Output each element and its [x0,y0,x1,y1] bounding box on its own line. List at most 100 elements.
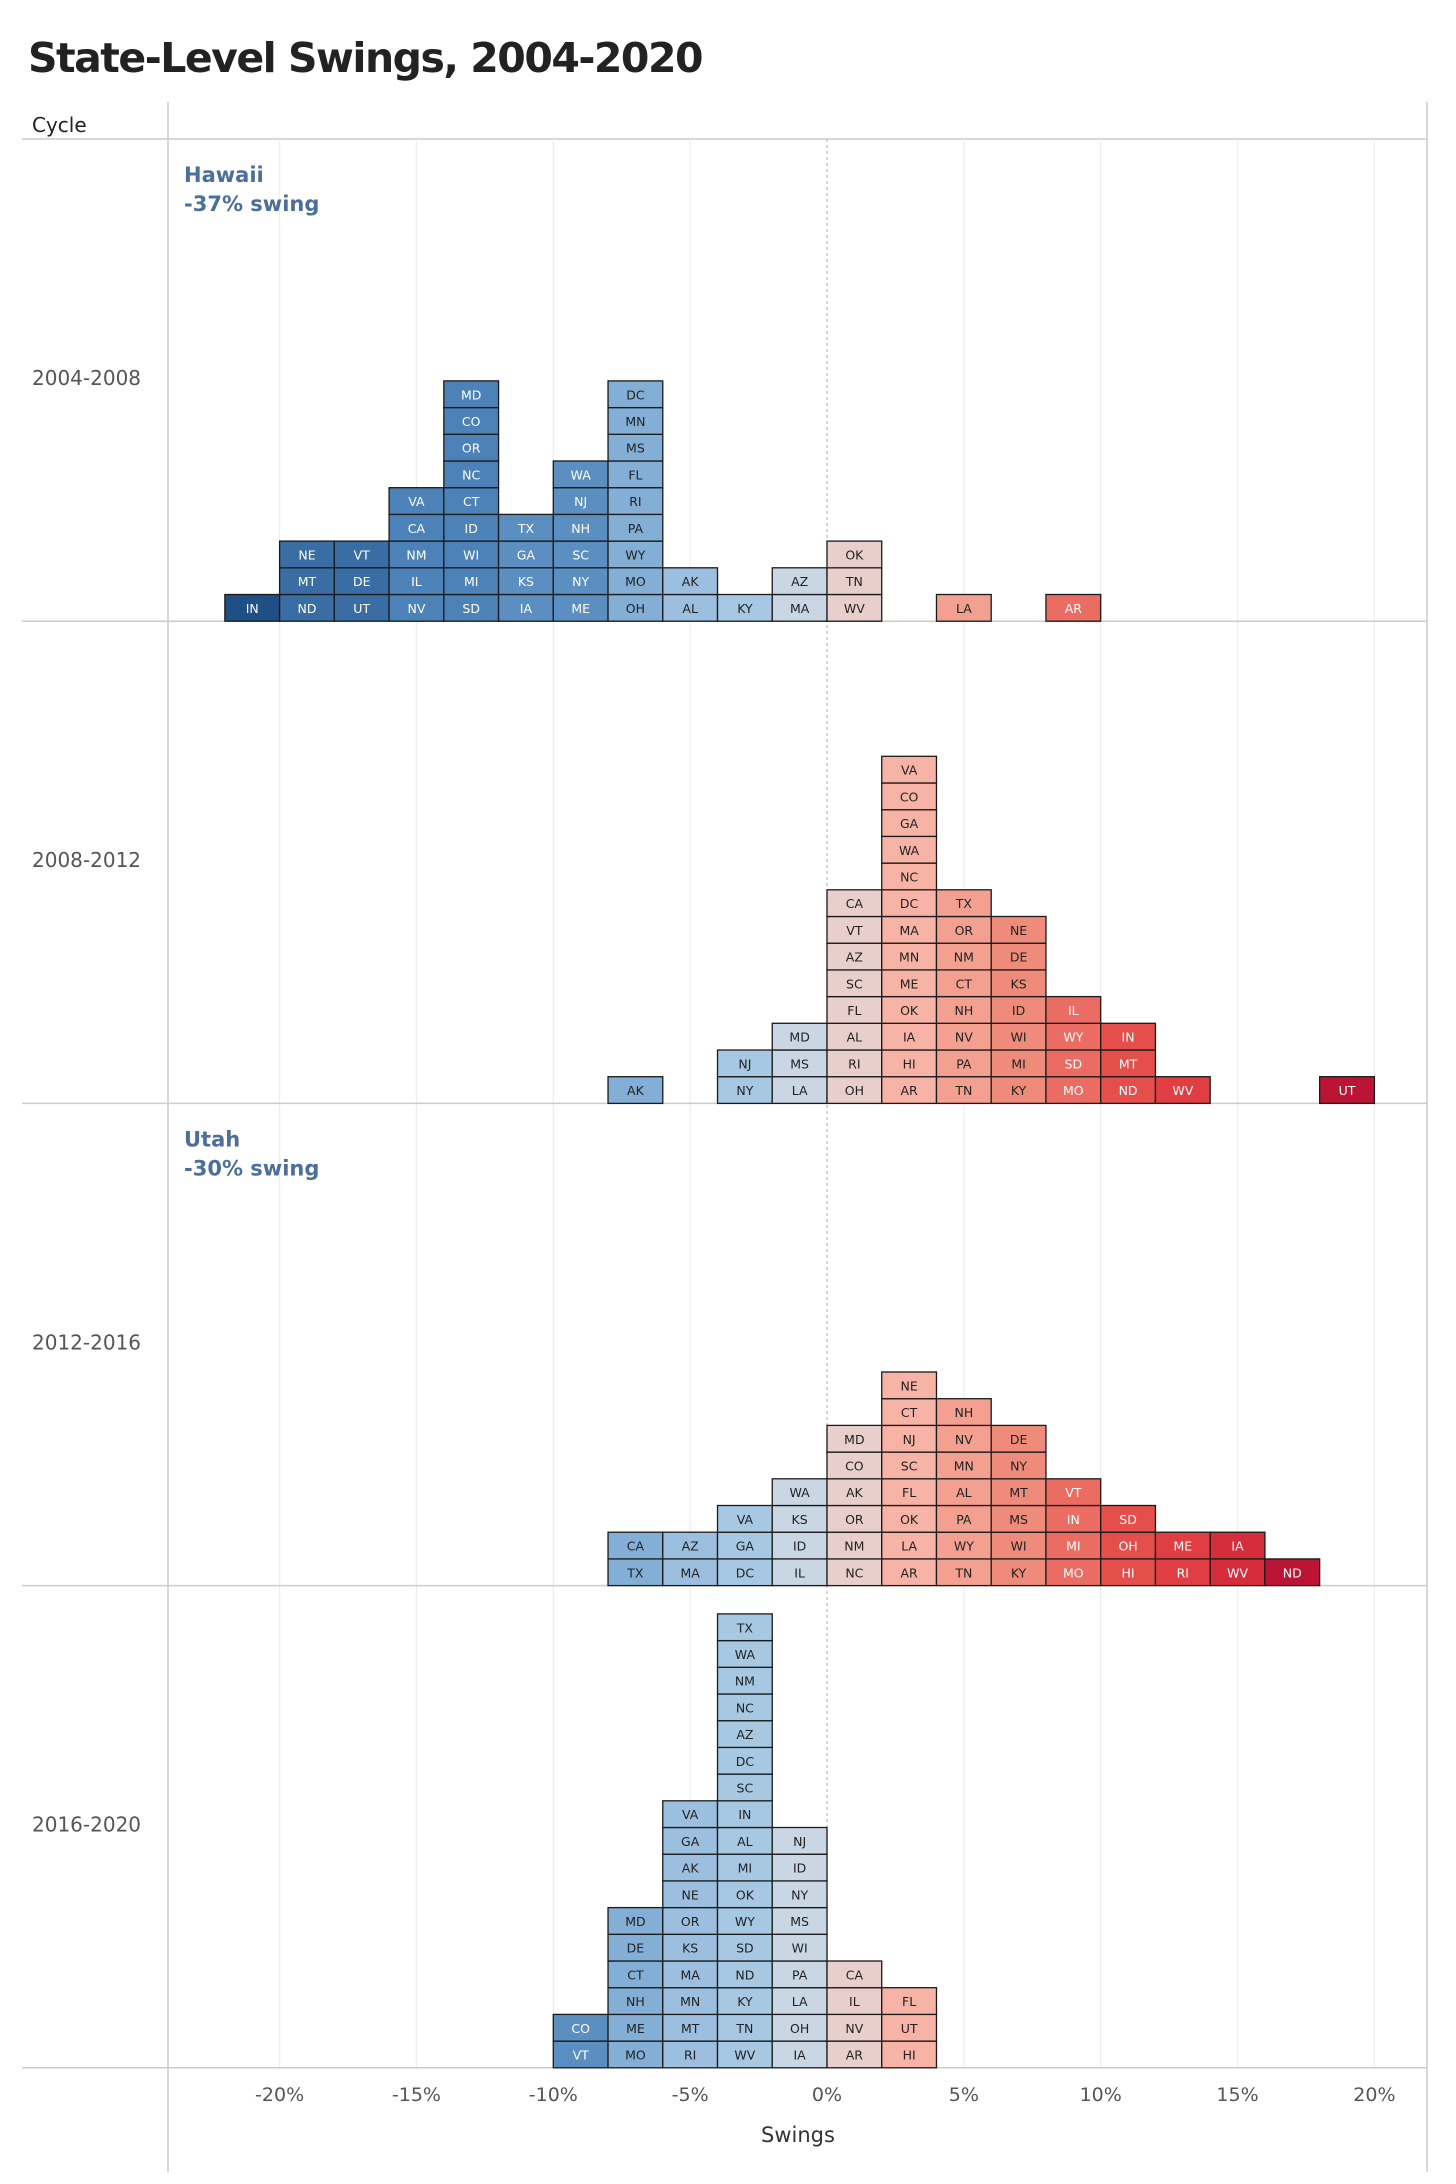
state-cell-pa [935,1504,992,1533]
state-cell-de [990,942,1047,971]
state-cell-ar [1045,593,1102,622]
state-cell-il [1045,995,1102,1024]
state-cell-va [881,755,938,784]
state-label: MO [1063,1565,1084,1580]
state-label: NJ [793,1834,806,1849]
state-label: MO [625,574,646,589]
state-label: RI [848,1056,860,1071]
state-label: MA [899,923,919,938]
state-cell-wi [443,540,500,569]
state-label: NM [735,1674,755,1689]
state-cell-ny [716,1076,773,1105]
state-cell-ok [716,1880,773,1909]
state-label: NY [791,1887,808,1902]
state-label: WV [734,2047,755,2062]
state-label: NV [955,1432,973,1447]
state-label: SC [572,547,589,562]
state-cell-oh [607,593,664,622]
state-label: TN [735,2021,753,2036]
state-label: AK [627,1083,645,1098]
state-label: MT [681,2021,700,2036]
state-cell-oh [1100,1531,1157,1560]
state-label: NJ [574,494,587,509]
state-label: SC [846,976,863,991]
state-cell-nh [935,1398,992,1427]
state-cell-nj [552,487,609,516]
state-label: OR [681,1914,700,1929]
state-label: IA [1231,1539,1244,1554]
state-cell-dc [716,1746,773,1775]
state-label: MA [680,1565,700,1580]
state-label: DE [353,574,371,589]
state-cell-az [826,942,883,971]
state-label: AL [847,1030,863,1045]
state-label: NH [626,1994,645,2009]
state-label: MN [899,950,919,965]
state-cell-ny [990,1451,1047,1480]
state-label: TN [845,574,863,589]
state-cell-nv [388,593,445,622]
state-label: WA [571,467,592,482]
state-label: OH [626,601,645,616]
outlier-swing-label: -37% swing [184,192,319,216]
state-label: NY [1010,1458,1027,1473]
state-cell-ma [881,915,938,944]
x-tick-label: 0% [812,2084,842,2106]
state-label: VA [408,494,425,509]
state-cell-la [771,1987,828,2016]
state-label: MO [625,2047,646,2062]
state-cell-nc [716,1693,773,1722]
state-label: AZ [791,574,808,589]
state-label: NH [954,1003,973,1018]
state-label: SD [1065,1056,1083,1071]
state-cell-md [443,380,500,409]
state-label: PA [628,521,644,536]
state-label: MS [790,1056,809,1071]
state-label: MN [680,1994,700,2009]
state-cell-ar [881,1076,938,1105]
state-label: MA [790,601,810,616]
state-cell-va [662,1800,719,1829]
state-label: WI [1011,1539,1027,1554]
state-cell-tn [716,2013,773,2042]
state-label: SD [1119,1512,1137,1527]
state-label: KY [737,601,753,616]
state-label: DE [1010,1432,1028,1447]
state-label: ID [793,1539,806,1554]
state-cell-ut [333,593,390,622]
chart-title: State-Level Swings, 2004-2020 [28,34,704,82]
state-label: ME [1173,1539,1192,1554]
state-cell-ri [826,1049,883,1078]
state-cell-ct [935,969,992,998]
state-label: NM [406,547,426,562]
state-cell-fl [826,995,883,1024]
state-cell-ky [716,1987,773,2016]
state-label: ND [1283,1565,1302,1580]
state-label: NJ [903,1432,916,1447]
state-cell-me [1154,1531,1211,1560]
state-label: NJ [738,1056,751,1071]
state-label: WY [735,1914,755,1929]
state-label: MT [1009,1485,1028,1500]
state-label: AZ [736,1727,753,1742]
state-cell-az [716,1720,773,1749]
state-label: NV [955,1030,973,1045]
state-label: NH [571,521,590,536]
state-label: AR [846,2047,864,2062]
state-label: IL [411,574,422,589]
state-cell-mt [1100,1049,1157,1078]
state-label: GA [517,547,536,562]
state-cell-wv [716,2040,773,2069]
state-label: CA [846,1967,864,1982]
state-cell-wy [1045,1022,1102,1051]
state-label: KS [682,1941,698,1956]
state-label: DC [736,1754,755,1769]
state-label: TN [954,1083,972,1098]
state-label: MN [625,414,645,429]
state-label: IL [849,1994,860,2009]
row-header: Cycle [32,113,87,137]
state-cell-sc [552,540,609,569]
state-cell-wy [935,1531,992,1560]
state-cell-ut [881,2013,938,2042]
state-label: OR [845,1512,864,1527]
